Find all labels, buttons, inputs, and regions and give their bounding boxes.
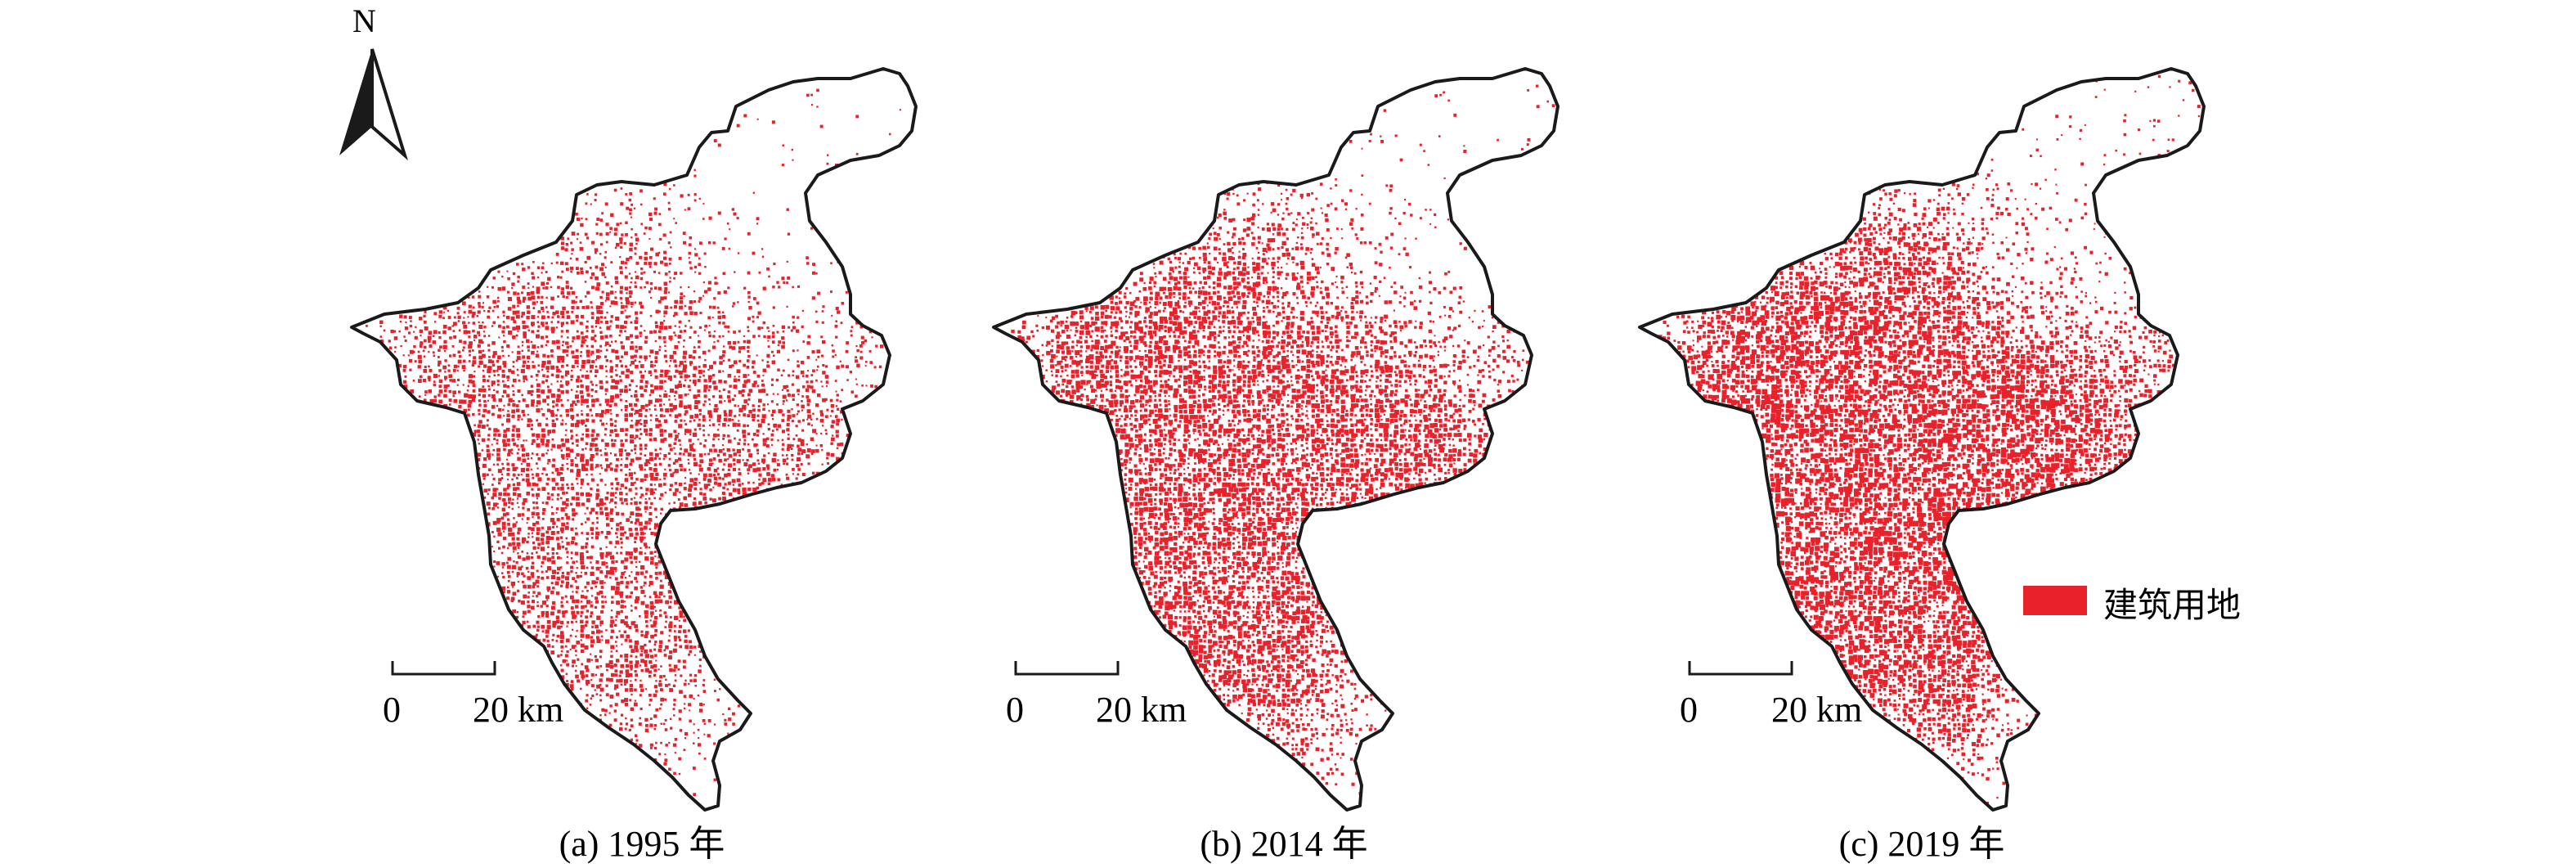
scale-bar bbox=[1014, 661, 1120, 676]
study-area-boundary bbox=[1638, 67, 2206, 812]
study-area-boundary bbox=[350, 67, 918, 812]
scale-bar-start-label: 0 bbox=[383, 690, 401, 730]
panel-caption-c: (c) 2019 年 bbox=[1838, 824, 2005, 864]
scale-bar bbox=[391, 661, 496, 676]
study-area-boundary bbox=[992, 67, 1560, 812]
built-up-land-pixels bbox=[1658, 74, 2204, 804]
north-arrow-icon bbox=[339, 48, 408, 161]
scale-bar-end-label: 20 km bbox=[1771, 690, 1863, 730]
legend-label-built-up-land: 建筑用地 bbox=[2103, 586, 2242, 624]
built-up-land-pixels bbox=[1011, 84, 1555, 795]
panel-caption-b: (b) 2014 年 bbox=[1200, 824, 1368, 864]
scale-bar-end-label: 20 km bbox=[1096, 690, 1187, 730]
built-up-land-pixels bbox=[366, 88, 901, 810]
north-label: N bbox=[352, 2, 376, 39]
scale-bar-start-label: 0 bbox=[1006, 690, 1024, 730]
panel-caption-a: (a) 1995 年 bbox=[559, 824, 725, 864]
legend-swatch-built-up-land bbox=[2023, 586, 2087, 615]
scale-bar bbox=[1688, 661, 1793, 676]
scale-bar-end-label: 20 km bbox=[473, 690, 564, 730]
scale-bar-start-label: 0 bbox=[1680, 690, 1698, 730]
